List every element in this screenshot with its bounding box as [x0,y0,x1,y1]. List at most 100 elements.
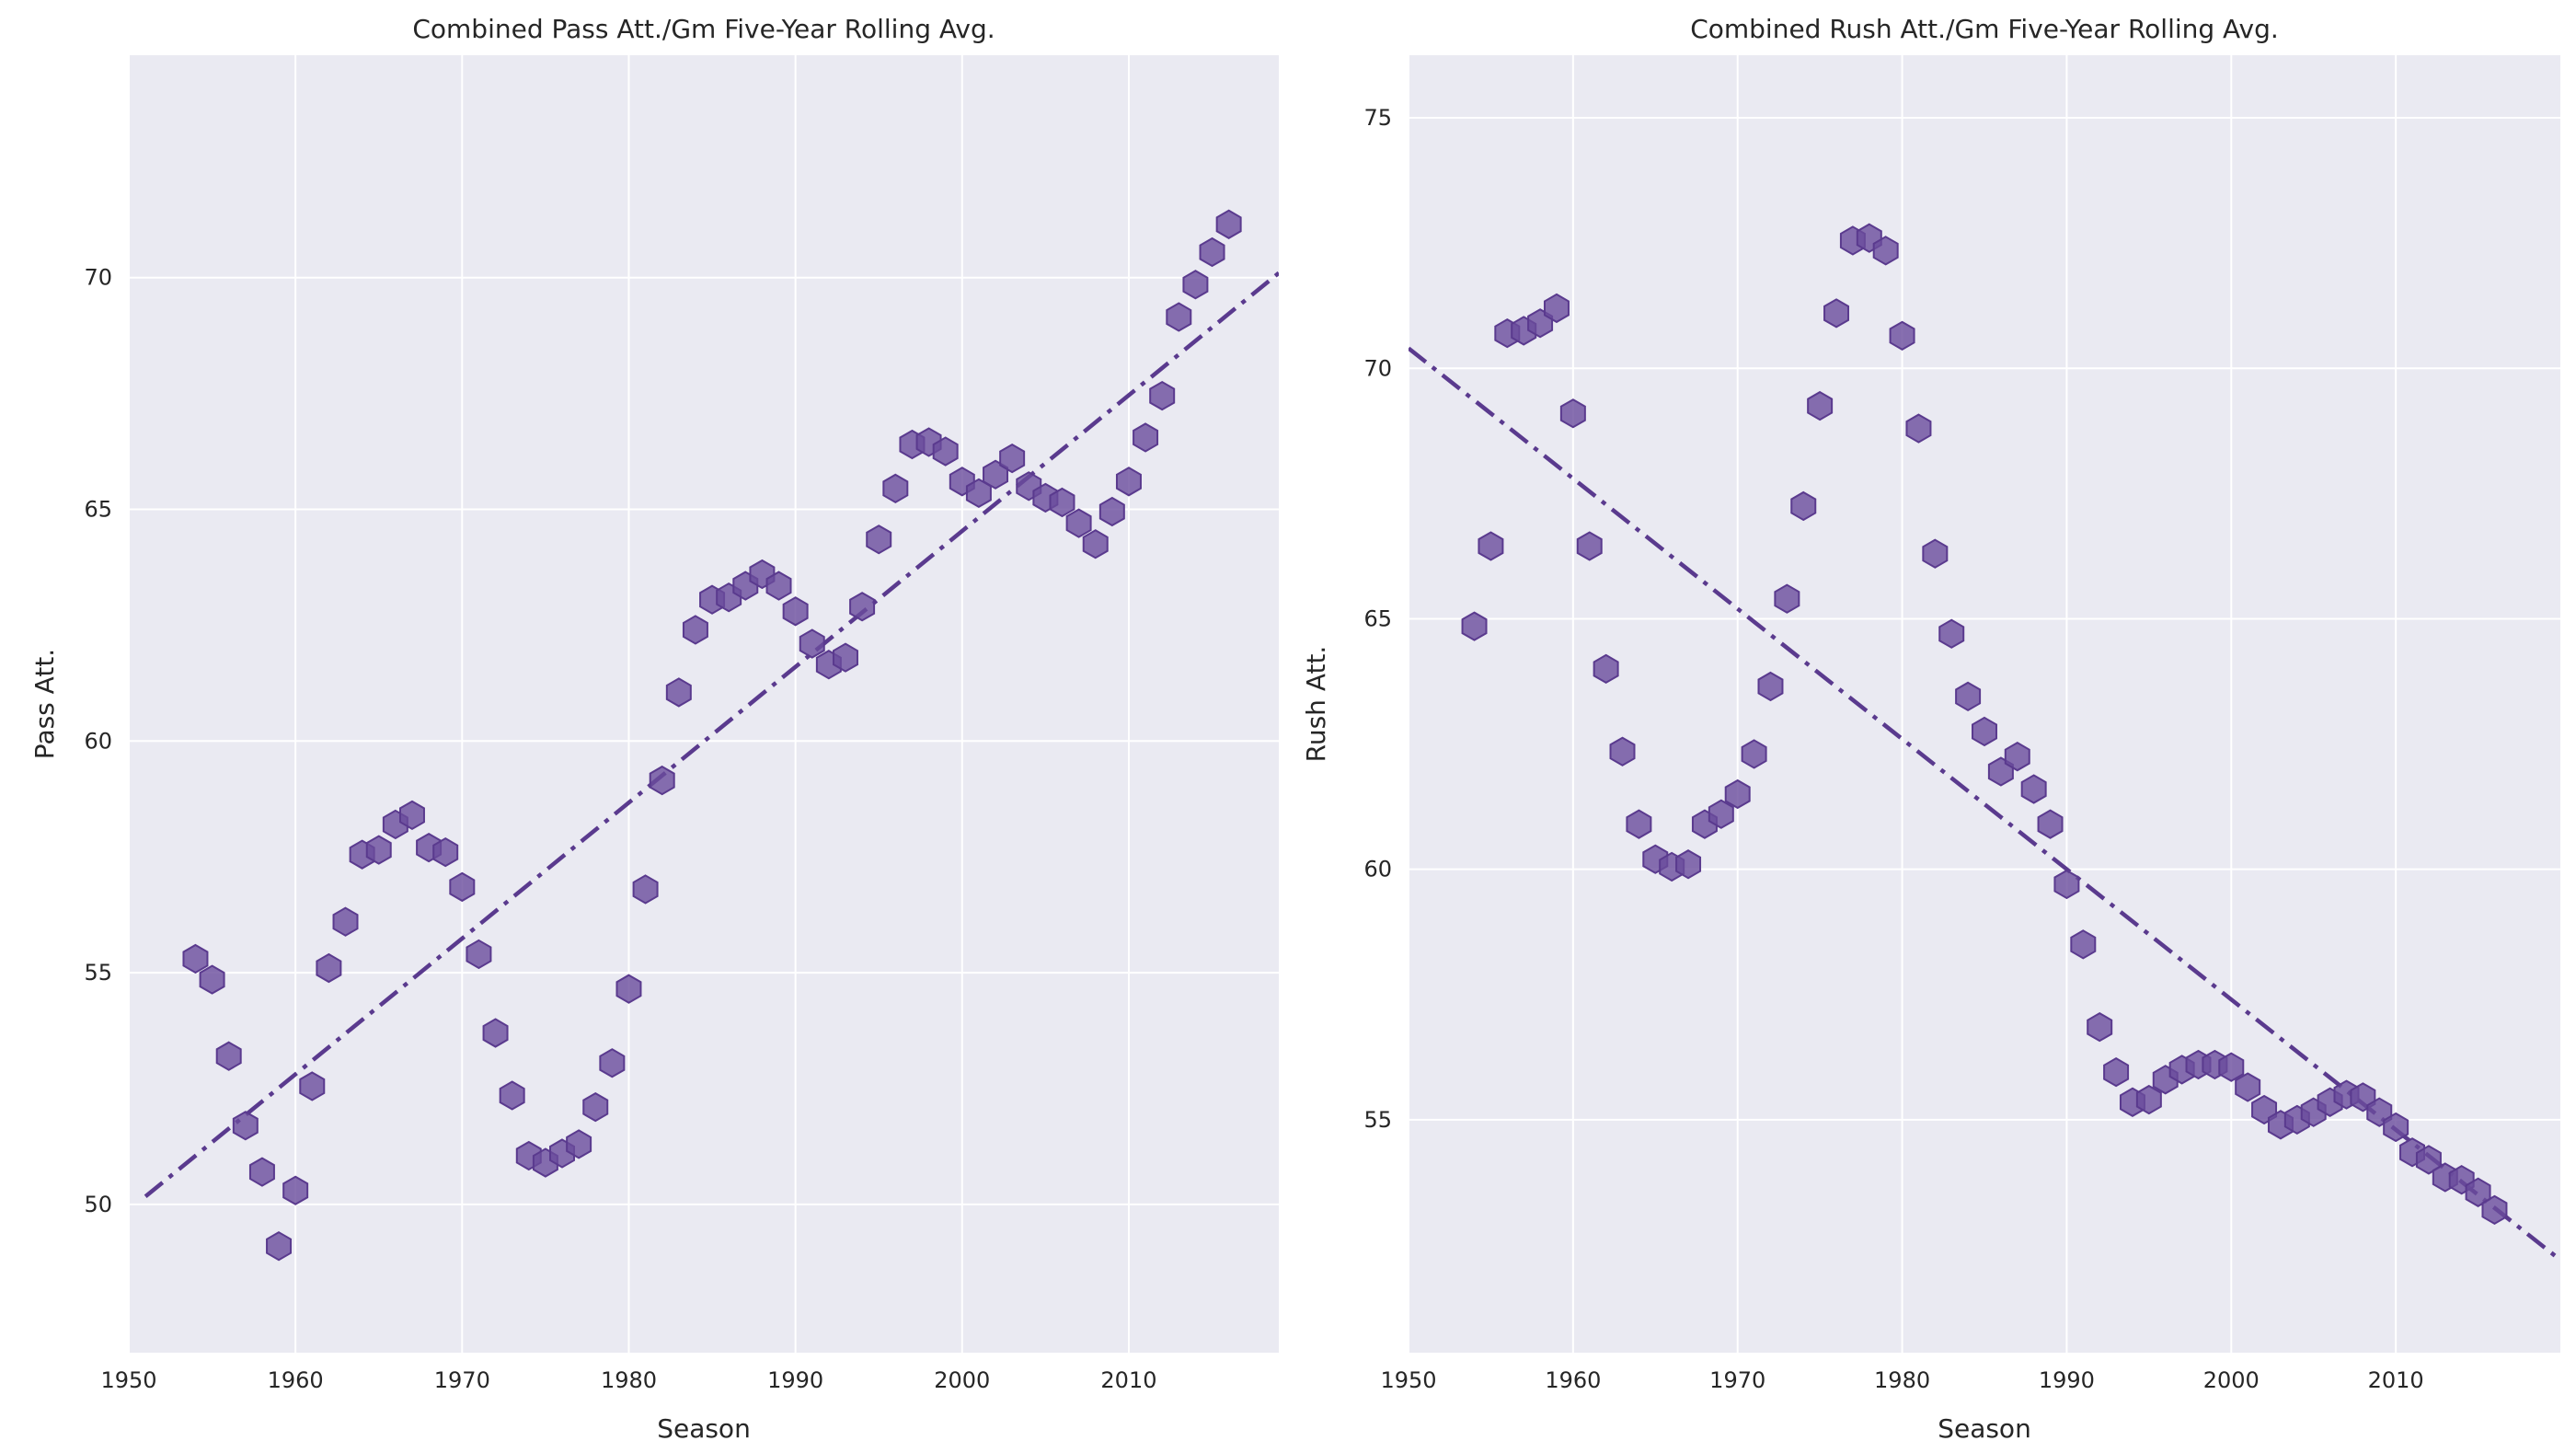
trendline [144,271,1279,1199]
data-point [2053,869,2080,900]
data-point [866,525,892,555]
data-point [1790,490,1817,522]
y-axis-label: Pass Att. [29,649,60,759]
data-point [1922,538,1949,569]
data-point [1149,380,1176,411]
data-point [1478,531,1504,561]
data-point [2037,809,2064,839]
y-tick-label: 55 [1363,1107,1392,1133]
data-point [1098,496,1125,527]
data-point [1741,739,1767,769]
data-point [2235,1072,2261,1102]
data-point [1215,209,1242,239]
x-axis-label: Season [657,1413,751,1441]
x-tick-label: 1960 [1545,1367,1601,1393]
y-tick-label: 60 [1363,857,1392,882]
data-point [1576,531,1603,561]
pass-attempts-chart: 1950 1960 1970 1980 1990 2000 2010 5055606570 … [29,14,1279,1441]
data-point [932,436,959,467]
data-point [649,765,675,796]
data-point [615,974,642,1004]
data-point [1049,487,1075,518]
data-point [566,1129,592,1159]
data-point [2481,1194,2508,1226]
data-point [365,835,392,865]
gridlines [128,55,1279,1353]
y-tick-labels: 55 60 65 70 75 [1363,105,1392,1133]
x-tick-label: 1970 [1709,1367,1765,1393]
data-point [282,1175,309,1205]
x-tick-label: 1970 [434,1367,490,1393]
data-point [849,592,876,622]
data-point [765,571,792,601]
x-tick-labels: 1950 1960 1970 1980 1990 2000 2010 [100,1367,1156,1393]
x-axis-label: Season [1938,1413,2031,1441]
data-point [332,906,359,937]
data-point [449,871,476,903]
data-point [833,642,858,673]
chart-title: Combined Pass Att./Gm Five-Year Rolling … [412,14,995,44]
data-point [1823,298,1850,329]
x-tick-label: 2000 [934,1367,990,1393]
x-tick-label: 2000 [2203,1367,2260,1393]
data-point [882,473,909,503]
data-point [2218,1052,2245,1082]
x-tick-label: 2010 [2368,1367,2424,1393]
data-point [1133,422,1159,453]
data-point [2070,929,2097,960]
data-point [2415,1145,2442,1175]
data-point [2103,1056,2130,1088]
x-tick-label: 1960 [268,1367,324,1393]
data-point [1461,611,1488,641]
data-point [199,964,225,995]
y-tick-label: 50 [84,1192,112,1217]
data-point [1543,293,1570,324]
data-point [782,596,809,627]
data-point [682,615,708,645]
chart-title: Combined Rush Att./Gm Five-Year Rolling … [1690,14,2279,44]
data-point [799,628,825,659]
data-point [398,800,425,831]
y-tick-label: 70 [1363,355,1392,381]
data-point [999,443,1026,474]
data-point [299,1071,326,1101]
plot-area [1409,55,2560,1353]
data-point [215,1041,242,1071]
y-tick-label: 65 [84,497,112,523]
data-point [1199,236,1225,268]
data-point [2087,1011,2113,1043]
data-point [1757,671,1784,702]
x-tick-label: 2010 [1100,1367,1156,1393]
data-point [599,1048,626,1078]
x-tick-label: 1990 [767,1367,823,1393]
data-points [1461,223,2508,1226]
x-tick-label: 1980 [601,1367,657,1393]
data-point [1889,320,1915,352]
x-tick-labels: 1950 1960 1970 1980 1990 2000 2010 [1380,1367,2423,1393]
data-point [1708,799,1734,829]
y-axis-label: Rush Att. [1301,646,1331,763]
gridlines [1408,55,2560,1353]
data-point [182,943,209,974]
data-point [1082,529,1109,559]
x-tick-label: 1950 [1380,1367,1436,1393]
data-point [2135,1084,2162,1115]
data-point [316,952,342,984]
data-point [2004,742,2030,772]
trendline-group [144,271,1279,1199]
data-point [248,1157,275,1187]
data-point [2465,1177,2491,1207]
data-point [1807,390,1834,421]
data-point [2020,774,2047,804]
data-point [432,836,459,868]
data-point [665,677,692,708]
y-tick-labels: 50 55 60 65 70 [84,265,112,1217]
data-point [1972,716,1997,747]
x-tick-label: 1950 [100,1367,156,1393]
data-point [632,874,659,905]
data-point [1115,467,1142,497]
y-tick-label: 55 [84,960,112,986]
data-point [1182,270,1209,300]
data-point [1938,618,1965,649]
